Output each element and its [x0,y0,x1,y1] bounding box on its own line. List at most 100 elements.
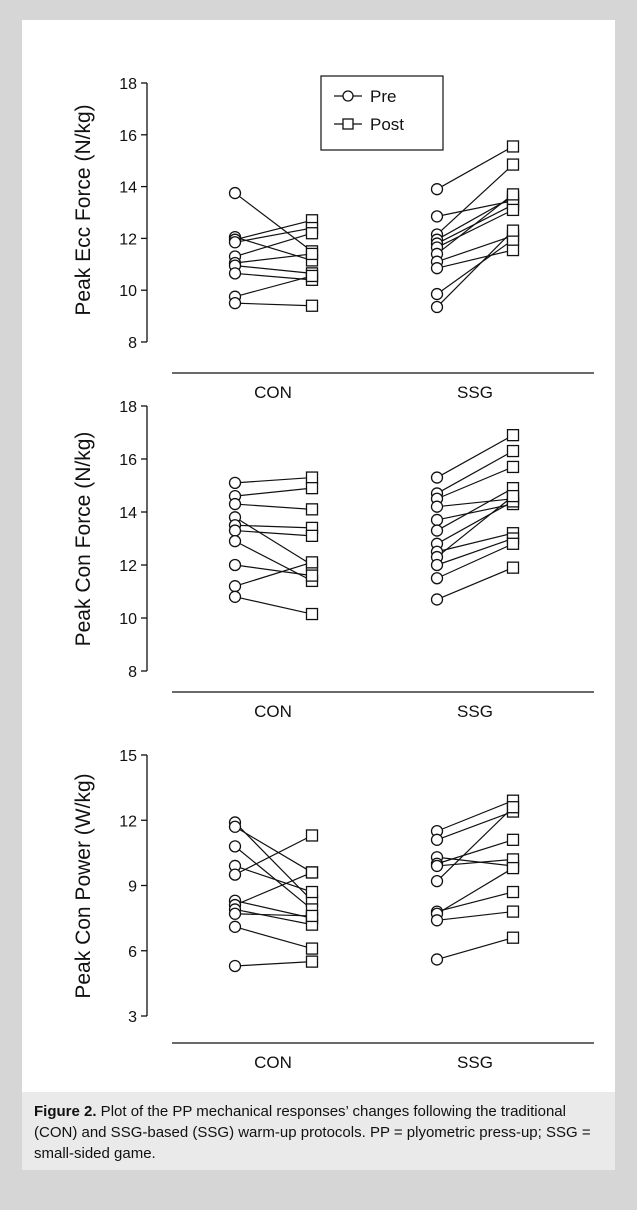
subject-change-line [436,839,514,865]
y-tick-label: 18 [119,76,137,93]
post-point [506,861,520,875]
subject-change-line [234,192,313,252]
subject-change-line [234,561,313,587]
subject-change-line [436,800,514,832]
subject-change-line [234,264,313,274]
pre-point [228,524,242,537]
post-point [506,188,520,201]
post-point [305,481,319,495]
subject-change-line [234,845,313,910]
subject-change-line [234,908,313,926]
pre-point [228,558,242,572]
pre-point [228,840,242,853]
post-point [305,955,319,968]
subject-change-line [436,911,514,921]
subject-change-line [234,913,313,917]
figure-panel: 8 10 12 14 16 18 Peak Ecc Force (N/kg) CON SSG Pr… [22,20,615,1170]
subject-change-line [234,272,313,281]
x-category-label: SSG [457,702,493,721]
subject-change-line [436,856,514,867]
pre-point [228,296,242,310]
group-con [228,186,319,312]
post-point [506,931,520,944]
pre-point [228,267,242,280]
pre-point [228,236,242,249]
post-point [305,269,319,283]
post-point [506,243,520,257]
group-ssg [430,794,520,966]
y-tick-label: 10 [119,611,137,628]
y-tick-label: 14 [119,180,137,197]
legend-pre-marker [342,90,354,102]
post-point [305,247,319,261]
subject-change-line [234,302,313,307]
y-tick-label: 8 [128,664,137,681]
x-category-label: CON [254,702,292,721]
pre-point [430,833,444,846]
pre-point [228,535,242,548]
subject-change-line [436,810,514,841]
subject-change-line [234,826,313,873]
subject-change-line [234,275,313,298]
subject-change-line [436,230,514,308]
subject-change-line [234,564,313,577]
group-ssg [430,140,520,314]
subject-change-line [436,235,514,263]
post-point [506,905,520,918]
post-point [305,556,319,569]
chart-area: 8 10 12 14 16 18 Peak Ecc Force (N/kg) CON SSG Pr… [72,75,594,1072]
y-tick-label: 18 [119,399,137,416]
post-point [305,607,319,621]
subject-change-line [436,145,514,190]
legend-box [320,75,444,151]
y-axis-label: Peak Con Power (W/kg) [72,773,95,998]
subject-change-line [234,236,313,261]
pre-point [228,580,242,593]
subject-change-line [436,495,514,558]
y-tick-label: 14 [119,505,137,522]
post-point [305,471,319,484]
pre-point [430,859,444,873]
subject-change-line [436,532,514,553]
pre-point [430,500,444,513]
post-point [305,942,319,955]
subject-change-line [436,450,514,494]
figure-caption: Figure 2. Plot of the PP mechanical resp… [22,1092,615,1170]
subject-change-line [436,466,514,500]
subject-change-line [234,487,313,497]
subject-change-line [234,871,313,906]
pre-point [430,593,444,606]
pre-point [228,497,242,511]
pre-point [430,914,444,927]
caption-label: Figure 2. [34,1103,97,1120]
post-point [506,444,520,458]
pre-point [430,524,444,537]
post-point [305,503,319,516]
post-point [506,537,520,550]
x-category-label: SSG [457,1053,493,1072]
pre-point [430,513,444,527]
y-tick-label: 12 [119,558,137,575]
pre-point [228,186,242,200]
y-tick-label: 15 [119,748,137,765]
subject-change-line [436,500,514,545]
y-tick-label: 8 [128,335,137,352]
x-category-label: CON [254,1053,292,1072]
post-point [506,203,520,217]
post-point [305,299,319,312]
y-tick-label: 16 [119,452,137,469]
chart-panel-1: 8 10 12 14 16 18 Peak Ecc Force (N/kg) CON SSG Pr… [72,75,594,402]
post-point [305,569,319,582]
post-point [506,561,520,574]
subject-change-line [234,227,313,243]
subject-change-line [436,487,514,532]
y-tick-label: 10 [119,283,137,300]
post-point [305,829,319,842]
subject-change-line [436,858,514,867]
legend-post-marker [342,118,354,130]
subject-change-line [436,164,514,235]
subject-change-line [234,476,313,484]
post-point [305,227,319,240]
post-point [506,428,520,442]
pre-point [228,476,242,490]
